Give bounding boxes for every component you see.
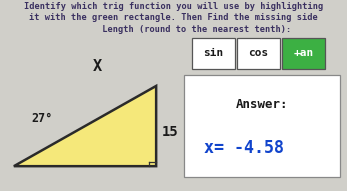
Text: Identify which trig function you will use by highlighting
it with the green rect: Identify which trig function you will us…: [24, 2, 323, 34]
Polygon shape: [14, 86, 156, 166]
FancyBboxPatch shape: [237, 38, 280, 69]
Text: 27°: 27°: [31, 112, 53, 125]
Text: 15: 15: [161, 125, 178, 139]
FancyBboxPatch shape: [192, 38, 235, 69]
Text: +an: +an: [294, 49, 314, 58]
FancyBboxPatch shape: [184, 75, 340, 177]
Text: X: X: [93, 59, 102, 74]
Text: sin: sin: [203, 49, 223, 58]
Text: x= -4.58: x= -4.58: [204, 139, 283, 157]
Text: Answer:: Answer:: [236, 98, 288, 111]
FancyBboxPatch shape: [282, 38, 325, 69]
Text: cos: cos: [248, 49, 269, 58]
